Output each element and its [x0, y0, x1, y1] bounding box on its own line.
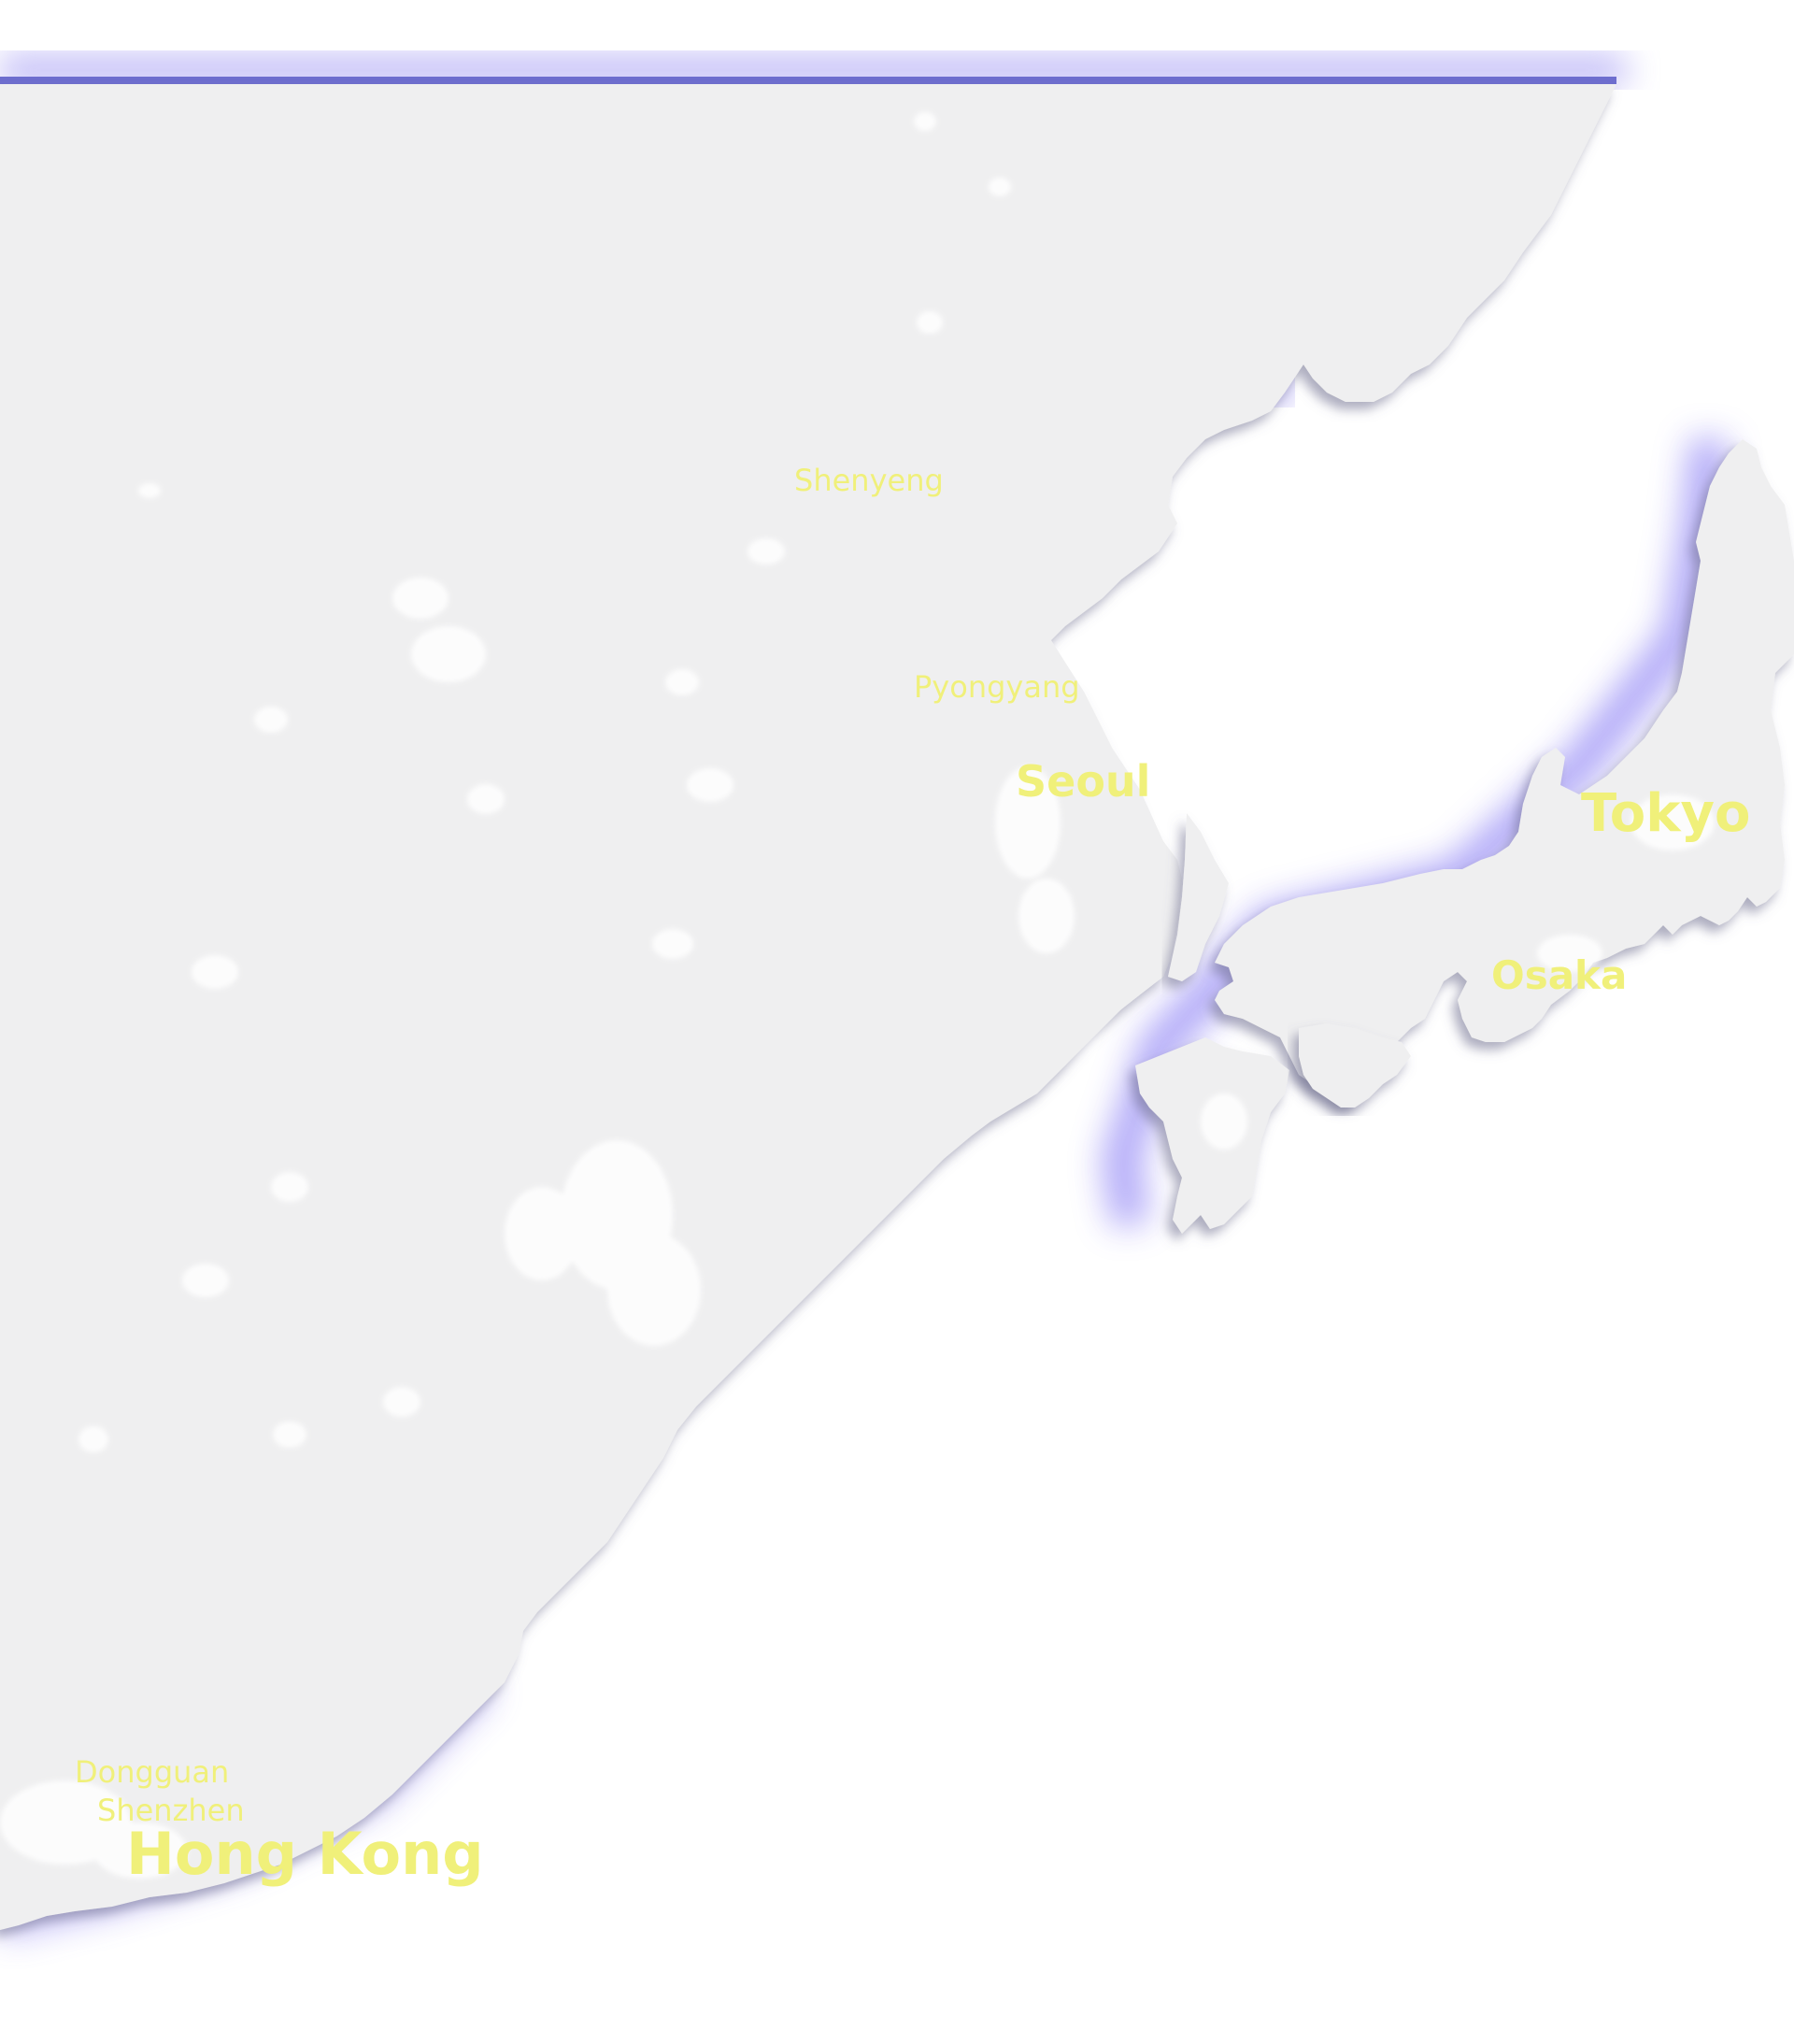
label-seoul: Seoul: [1016, 756, 1150, 807]
label-tokyo: Tokyo: [1581, 783, 1750, 844]
land-honshu: [1215, 439, 1794, 1103]
land-korea: [962, 640, 1182, 1122]
label-hong-kong: Hong Kong: [126, 1820, 484, 1888]
label-shenzhen: Shenzhen: [97, 1793, 245, 1828]
top-band: [0, 77, 1616, 84]
land-korea-east: [1168, 813, 1229, 981]
land-shikoku: [1299, 1023, 1411, 1108]
label-pyongyang: Pyongyang: [914, 669, 1080, 705]
label-shenyang: Shenyeng: [794, 463, 944, 498]
city-lights: [0, 112, 1715, 1879]
label-dongguan: Dongguan: [75, 1754, 229, 1790]
land-mainland: [0, 84, 1616, 1930]
label-osaka: Osaka: [1491, 952, 1627, 998]
